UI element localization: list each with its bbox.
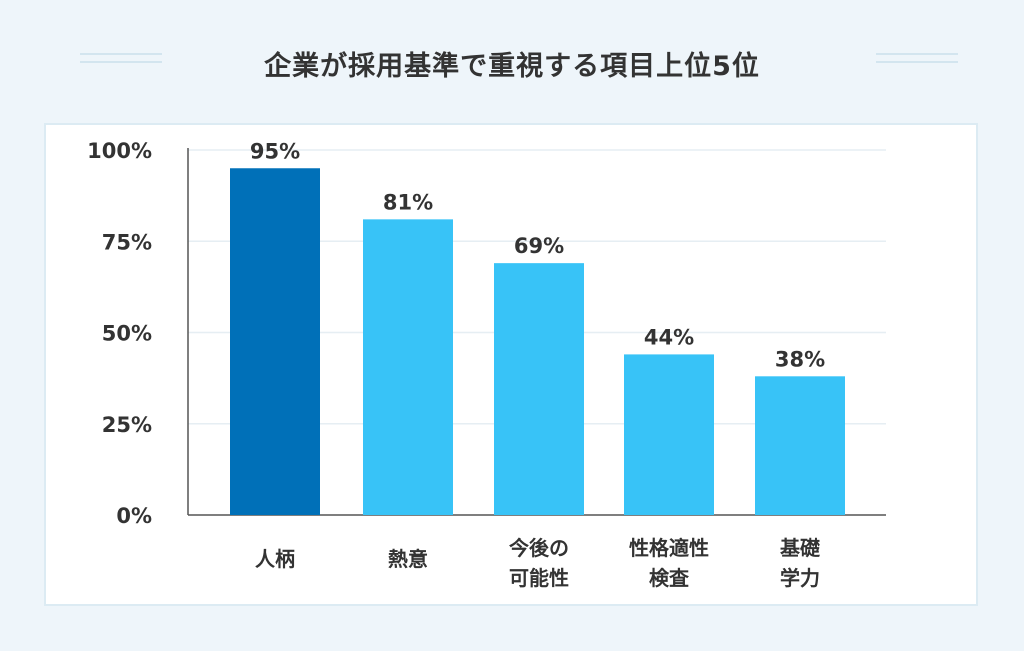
data-label: 81% — [383, 190, 433, 214]
x-tick-label: 熱意 — [388, 547, 428, 571]
chart-title: 企業が採用基準で重視する項目上位5位 — [264, 51, 760, 82]
x-tick-label: 今後の — [509, 536, 569, 560]
bar — [363, 219, 453, 515]
data-label: 69% — [514, 234, 564, 258]
bar — [624, 354, 714, 515]
x-tick-label: 検査 — [649, 566, 689, 590]
bar — [494, 263, 584, 515]
bar — [755, 376, 845, 515]
bar — [230, 168, 320, 515]
y-tick-label: 25% — [102, 413, 152, 437]
x-tick-label: 性格適性 — [629, 536, 709, 560]
x-tick-label: 人柄 — [255, 547, 295, 571]
x-tick-label: 基礎 — [780, 536, 821, 560]
x-tick-label: 可能性 — [509, 566, 569, 590]
data-label: 44% — [644, 325, 694, 349]
title-decoration-right — [876, 53, 958, 63]
x-tick-label: 学力 — [780, 566, 820, 590]
y-tick-label: 50% — [102, 322, 152, 346]
title-row: 企業が採用基準で重視する項目上位5位 — [0, 38, 1024, 88]
y-tick-label: 75% — [102, 230, 152, 254]
y-tick-label: 100% — [87, 139, 152, 163]
title-decoration-left — [80, 53, 162, 63]
data-label: 95% — [250, 139, 300, 163]
data-label: 38% — [775, 347, 825, 371]
y-tick-label: 0% — [116, 504, 152, 528]
